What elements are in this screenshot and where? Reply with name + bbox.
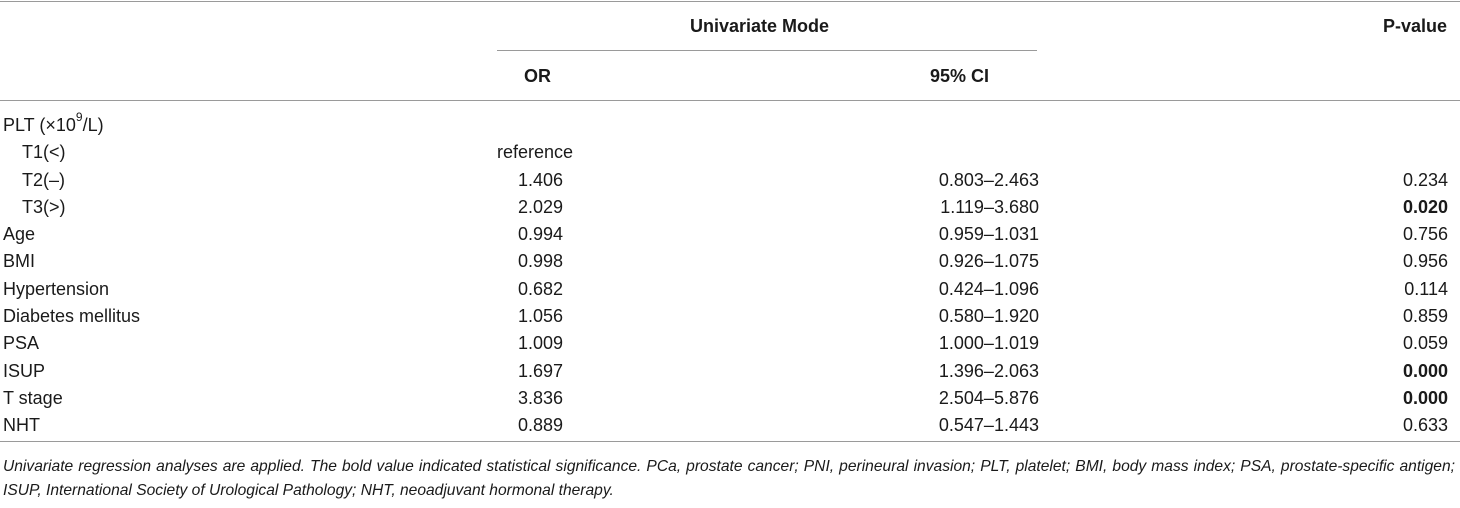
row-label: Diabetes mellitus — [3, 306, 141, 327]
table-row: T stage 3.836 2.504–5.876 0.000 — [0, 385, 1460, 412]
univariate-mode-header: Univariate Mode — [690, 16, 830, 36]
ci-value: 0.547–1.443 — [938, 415, 1039, 436]
ci-value: 0.926–1.075 — [938, 251, 1039, 272]
row-label: NHT — [3, 415, 40, 436]
p-value: 0.234 — [1402, 169, 1448, 190]
p-value: 0.859 — [1402, 306, 1448, 327]
ci-value: 0.580–1.920 — [938, 306, 1039, 327]
table-bottom-rule — [0, 441, 1460, 442]
ci-value: 1.396–2.063 — [938, 360, 1039, 381]
p-value: 0.756 — [1402, 224, 1448, 245]
or-header: OR — [524, 66, 551, 86]
table-row: PSA 1.009 1.000–1.019 0.059 — [0, 330, 1460, 357]
ci-value: 0.424–1.096 — [938, 278, 1039, 299]
table-row: BMI 0.998 0.926–1.075 0.956 — [0, 248, 1460, 275]
or-value: reference — [497, 142, 574, 163]
group-header-rule — [497, 50, 1037, 51]
or-value: 3.836 — [517, 387, 563, 408]
ci-value: 0.959–1.031 — [938, 224, 1039, 245]
row-label: Age — [3, 224, 36, 245]
or-value: 1.009 — [517, 333, 563, 354]
or-value: 0.994 — [517, 224, 563, 245]
or-value: 0.889 — [517, 415, 563, 436]
header-bottom-rule — [0, 100, 1460, 101]
p-value: 0.059 — [1402, 333, 1448, 354]
ci-value: 2.504–5.876 — [938, 387, 1039, 408]
row-label: PLT (×109/L) — [3, 110, 104, 135]
table-row: Diabetes mellitus 1.056 0.580–1.920 0.85… — [0, 303, 1460, 330]
or-value: 0.682 — [517, 278, 563, 299]
row-label: ISUP — [3, 360, 46, 381]
table-row: Hypertension 0.682 0.424–1.096 0.114 — [0, 276, 1460, 303]
row-label: T2(–) — [22, 169, 66, 190]
p-value: 0.956 — [1402, 251, 1448, 272]
row-label: Hypertension — [3, 278, 110, 299]
p-value: 0.020 — [1402, 196, 1448, 217]
table-row: Age 0.994 0.959–1.031 0.756 — [0, 221, 1460, 248]
table-row: PLT (×109/L) — [0, 110, 1460, 139]
row-label: PSA — [3, 333, 40, 354]
ci-header: 95% CI — [930, 66, 990, 86]
p-value: 0.000 — [1402, 360, 1448, 381]
table-row: T1(<) reference — [0, 139, 1460, 166]
table-row: ISUP 1.697 1.396–2.063 0.000 — [0, 358, 1460, 385]
ci-value: 0.803–2.463 — [938, 169, 1039, 190]
row-label: T1(<) — [22, 142, 66, 163]
table-footnote: Univariate regression analyses are appli… — [3, 458, 1455, 499]
or-value: 2.029 — [517, 196, 563, 217]
or-value: 0.998 — [517, 251, 563, 272]
p-value: 0.633 — [1402, 415, 1448, 436]
pvalue-header: P-value — [1382, 16, 1447, 36]
table-row: T2(–) 1.406 0.803–2.463 0.234 — [0, 167, 1460, 194]
row-label: T3(>) — [22, 196, 66, 217]
row-label: T stage — [3, 387, 63, 408]
table-row: NHT 0.889 0.547–1.443 0.633 — [0, 412, 1460, 439]
table-body: PLT (×109/L) T1(<) reference T2(–) 1.406… — [0, 110, 1460, 440]
or-value: 1.056 — [517, 306, 563, 327]
table-row: T3(>) 2.029 1.119–3.680 0.020 — [0, 194, 1460, 221]
table-top-rule — [0, 1, 1460, 2]
ci-value: 1.000–1.019 — [938, 333, 1039, 354]
row-label: BMI — [3, 251, 36, 272]
p-value: 0.000 — [1402, 387, 1448, 408]
or-value: 1.697 — [517, 360, 563, 381]
p-value: 0.114 — [1404, 278, 1448, 299]
or-value: 1.406 — [517, 169, 563, 190]
ci-value: 1.119–3.680 — [940, 196, 1039, 217]
